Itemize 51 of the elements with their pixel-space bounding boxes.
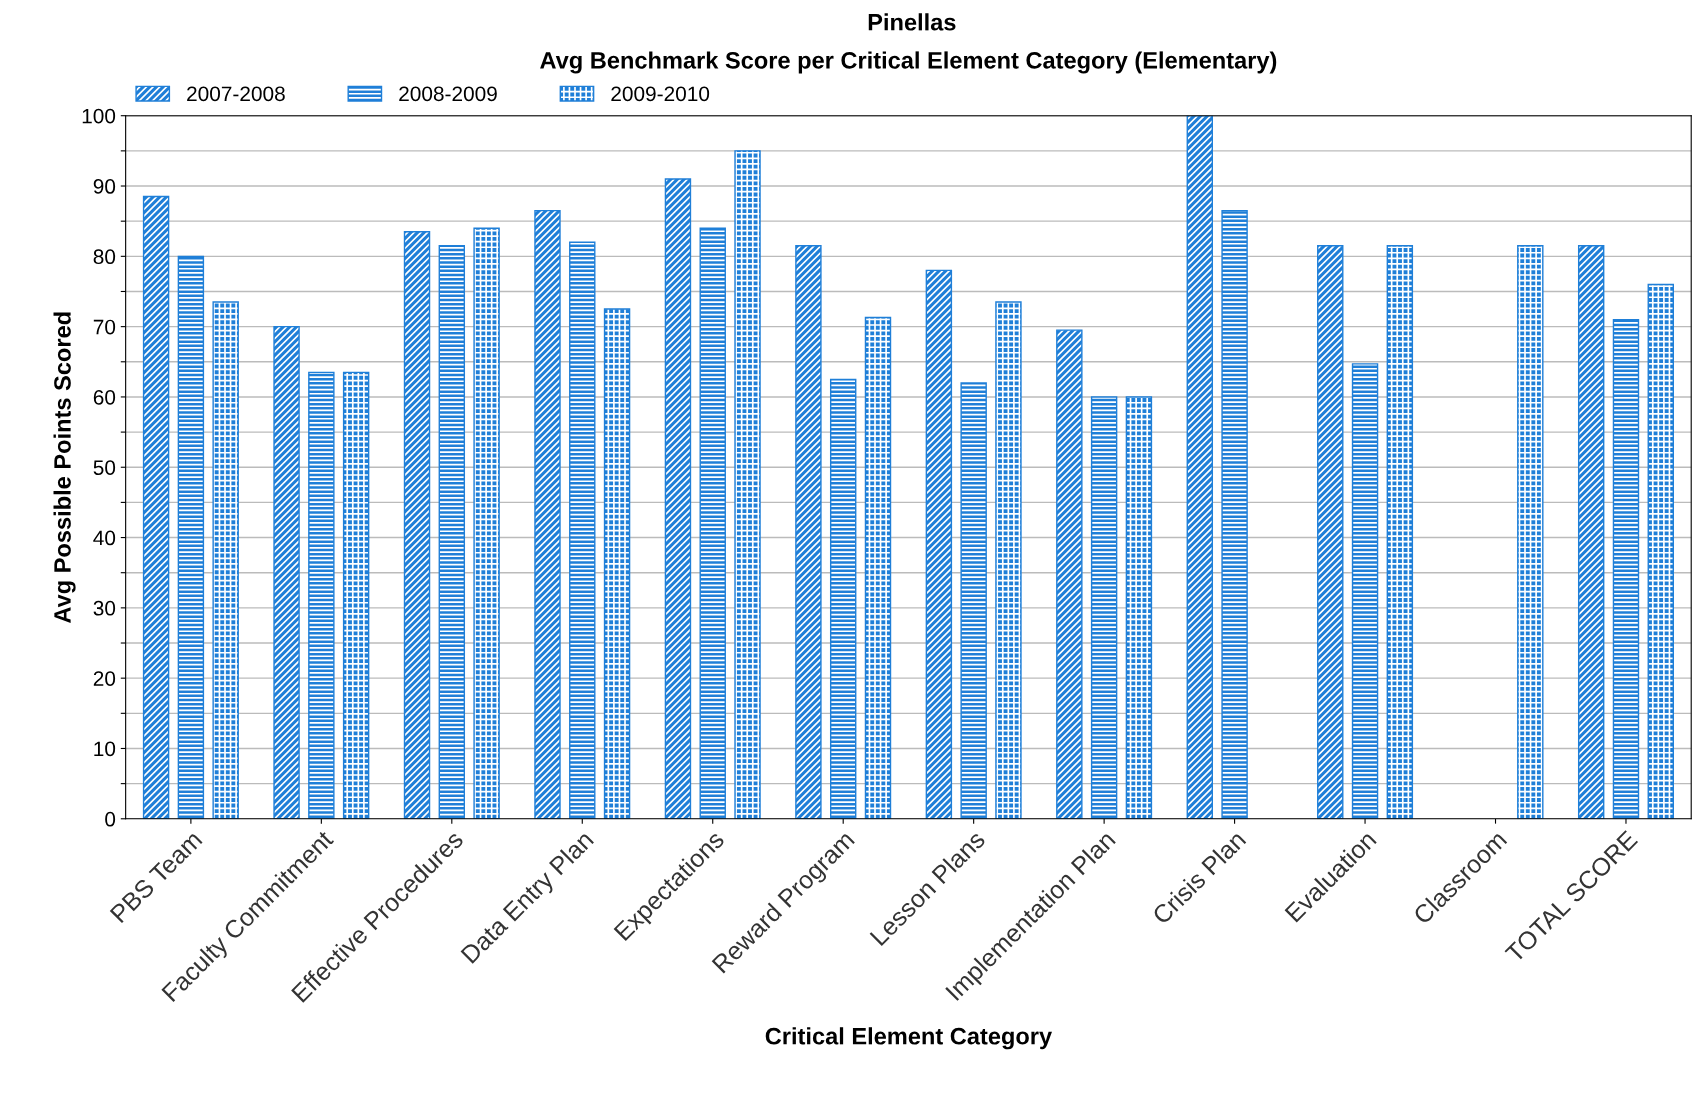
bar bbox=[960, 382, 987, 819]
bar bbox=[569, 241, 596, 819]
bar bbox=[473, 227, 500, 819]
bar bbox=[1647, 283, 1674, 819]
bar bbox=[308, 371, 335, 819]
bar bbox=[1577, 245, 1605, 819]
bar bbox=[534, 209, 561, 819]
y-tick-label: 80 bbox=[93, 249, 116, 265]
bar bbox=[142, 195, 170, 819]
bar bbox=[1386, 245, 1414, 819]
bar bbox=[1125, 396, 1153, 819]
chart-title: Pinellas bbox=[868, 13, 956, 31]
bar bbox=[1186, 115, 1214, 819]
bar bbox=[1351, 363, 1379, 819]
bar bbox=[795, 245, 822, 819]
bar bbox=[1612, 318, 1640, 819]
bar bbox=[925, 269, 953, 819]
y-tick-label: 40 bbox=[93, 530, 116, 546]
bar bbox=[829, 378, 857, 819]
y-tick-label: 70 bbox=[93, 319, 116, 335]
y-tick-label: 90 bbox=[93, 179, 116, 194]
bar bbox=[1056, 329, 1083, 819]
bar bbox=[603, 308, 631, 819]
y-tick-label: 0 bbox=[105, 811, 116, 827]
bar bbox=[995, 301, 1022, 819]
bar bbox=[342, 371, 370, 819]
bar bbox=[403, 231, 431, 819]
bar bbox=[438, 245, 466, 819]
bar bbox=[1221, 209, 1248, 819]
legend-label: 2008-2009 bbox=[399, 86, 497, 102]
bar bbox=[273, 325, 300, 819]
y-tick-label: 20 bbox=[93, 671, 116, 686]
y-tick-label: 10 bbox=[94, 741, 116, 757]
bar bbox=[734, 150, 761, 819]
bar bbox=[212, 301, 239, 819]
bar bbox=[1517, 245, 1544, 819]
legend-label: 2009-2010 bbox=[611, 86, 710, 102]
legend-label: 2007-2008 bbox=[187, 86, 285, 102]
bar bbox=[699, 227, 726, 819]
y-tick-label: 60 bbox=[93, 389, 116, 405]
bar bbox=[1090, 396, 1118, 819]
bar bbox=[177, 255, 205, 819]
y-tick-label: 30 bbox=[93, 600, 116, 616]
y-axis-title: Avg Possible Points Scored bbox=[53, 312, 76, 623]
y-tick-label: 100 bbox=[82, 108, 116, 124]
y-tick-label: 50 bbox=[93, 460, 116, 475]
bar bbox=[1317, 245, 1344, 819]
bar bbox=[664, 178, 692, 819]
chart-subtitle: Avg Benchmark Score per Critical Element Category (Elementary) bbox=[540, 51, 1277, 74]
bar bbox=[864, 316, 892, 819]
x-axis-title: Critical Element Category bbox=[765, 1027, 1052, 1050]
